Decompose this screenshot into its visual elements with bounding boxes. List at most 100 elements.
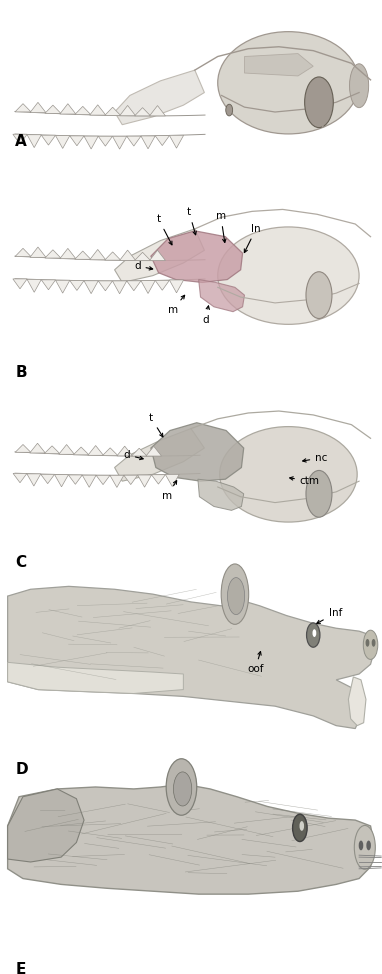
Ellipse shape	[293, 814, 307, 842]
Ellipse shape	[218, 31, 359, 133]
Polygon shape	[138, 475, 152, 487]
Polygon shape	[75, 251, 91, 259]
Polygon shape	[8, 789, 84, 862]
Polygon shape	[165, 474, 179, 487]
Polygon shape	[13, 473, 27, 483]
Polygon shape	[112, 136, 127, 149]
Polygon shape	[84, 281, 98, 293]
Polygon shape	[112, 281, 127, 294]
Text: t: t	[157, 214, 172, 244]
Text: t: t	[187, 207, 196, 235]
Polygon shape	[117, 446, 133, 456]
Polygon shape	[141, 281, 155, 293]
Polygon shape	[8, 586, 374, 729]
Text: E: E	[15, 962, 26, 974]
Polygon shape	[134, 252, 151, 261]
Polygon shape	[134, 108, 151, 116]
Polygon shape	[41, 474, 55, 484]
Polygon shape	[15, 103, 31, 112]
Ellipse shape	[350, 64, 369, 107]
Ellipse shape	[372, 639, 376, 647]
Polygon shape	[115, 229, 204, 282]
Polygon shape	[244, 54, 313, 76]
Ellipse shape	[306, 272, 332, 318]
Polygon shape	[90, 105, 106, 115]
Ellipse shape	[312, 629, 316, 637]
Text: d: d	[202, 306, 209, 324]
Ellipse shape	[173, 771, 192, 806]
Polygon shape	[59, 444, 74, 454]
Polygon shape	[149, 250, 165, 261]
Ellipse shape	[226, 104, 233, 116]
Polygon shape	[169, 135, 184, 148]
Text: nc: nc	[303, 453, 327, 463]
Polygon shape	[55, 281, 70, 293]
Polygon shape	[151, 423, 244, 481]
Text: ctm: ctm	[290, 476, 320, 486]
Polygon shape	[44, 446, 60, 454]
Polygon shape	[169, 280, 184, 293]
Polygon shape	[15, 248, 31, 256]
Text: oof: oof	[247, 652, 264, 674]
Text: m: m	[216, 211, 226, 243]
Polygon shape	[120, 250, 136, 260]
Polygon shape	[155, 281, 169, 290]
Text: B: B	[15, 365, 27, 380]
Polygon shape	[8, 662, 183, 693]
Text: t: t	[149, 413, 163, 437]
Polygon shape	[70, 281, 84, 290]
Ellipse shape	[307, 623, 320, 647]
Polygon shape	[124, 475, 138, 484]
Ellipse shape	[366, 841, 371, 850]
Polygon shape	[115, 70, 204, 125]
Polygon shape	[8, 784, 374, 894]
Text: lnf: lnf	[317, 609, 342, 623]
Polygon shape	[98, 281, 112, 291]
Polygon shape	[68, 475, 82, 484]
Polygon shape	[120, 105, 136, 116]
Ellipse shape	[366, 639, 369, 647]
Ellipse shape	[305, 77, 333, 128]
Polygon shape	[13, 279, 27, 289]
Polygon shape	[60, 248, 76, 259]
Polygon shape	[45, 249, 61, 258]
Ellipse shape	[306, 470, 332, 517]
Polygon shape	[41, 135, 55, 145]
Polygon shape	[146, 446, 162, 456]
Text: m: m	[168, 295, 185, 315]
Polygon shape	[41, 280, 55, 289]
Ellipse shape	[221, 564, 249, 624]
Ellipse shape	[299, 821, 304, 831]
Polygon shape	[149, 105, 165, 116]
Polygon shape	[30, 247, 46, 257]
Polygon shape	[55, 135, 70, 148]
Polygon shape	[55, 474, 68, 487]
Polygon shape	[27, 280, 41, 292]
Polygon shape	[105, 107, 121, 116]
Polygon shape	[152, 474, 165, 484]
Ellipse shape	[228, 578, 245, 615]
Text: A: A	[15, 134, 27, 149]
Polygon shape	[15, 444, 31, 452]
Polygon shape	[30, 443, 45, 453]
Polygon shape	[96, 475, 110, 485]
Polygon shape	[84, 136, 98, 149]
Polygon shape	[60, 103, 76, 114]
Ellipse shape	[218, 227, 359, 324]
Ellipse shape	[220, 427, 357, 522]
Polygon shape	[73, 447, 89, 455]
Polygon shape	[27, 474, 41, 486]
Polygon shape	[30, 102, 46, 113]
Text: d: d	[134, 261, 153, 271]
Polygon shape	[105, 252, 121, 260]
Polygon shape	[199, 280, 244, 312]
Polygon shape	[348, 677, 366, 726]
Polygon shape	[151, 231, 243, 282]
Polygon shape	[90, 249, 106, 260]
Ellipse shape	[363, 630, 378, 659]
Polygon shape	[82, 475, 96, 487]
Text: d: d	[123, 450, 143, 460]
Polygon shape	[115, 429, 204, 481]
Polygon shape	[70, 136, 84, 146]
Text: C: C	[15, 555, 26, 570]
